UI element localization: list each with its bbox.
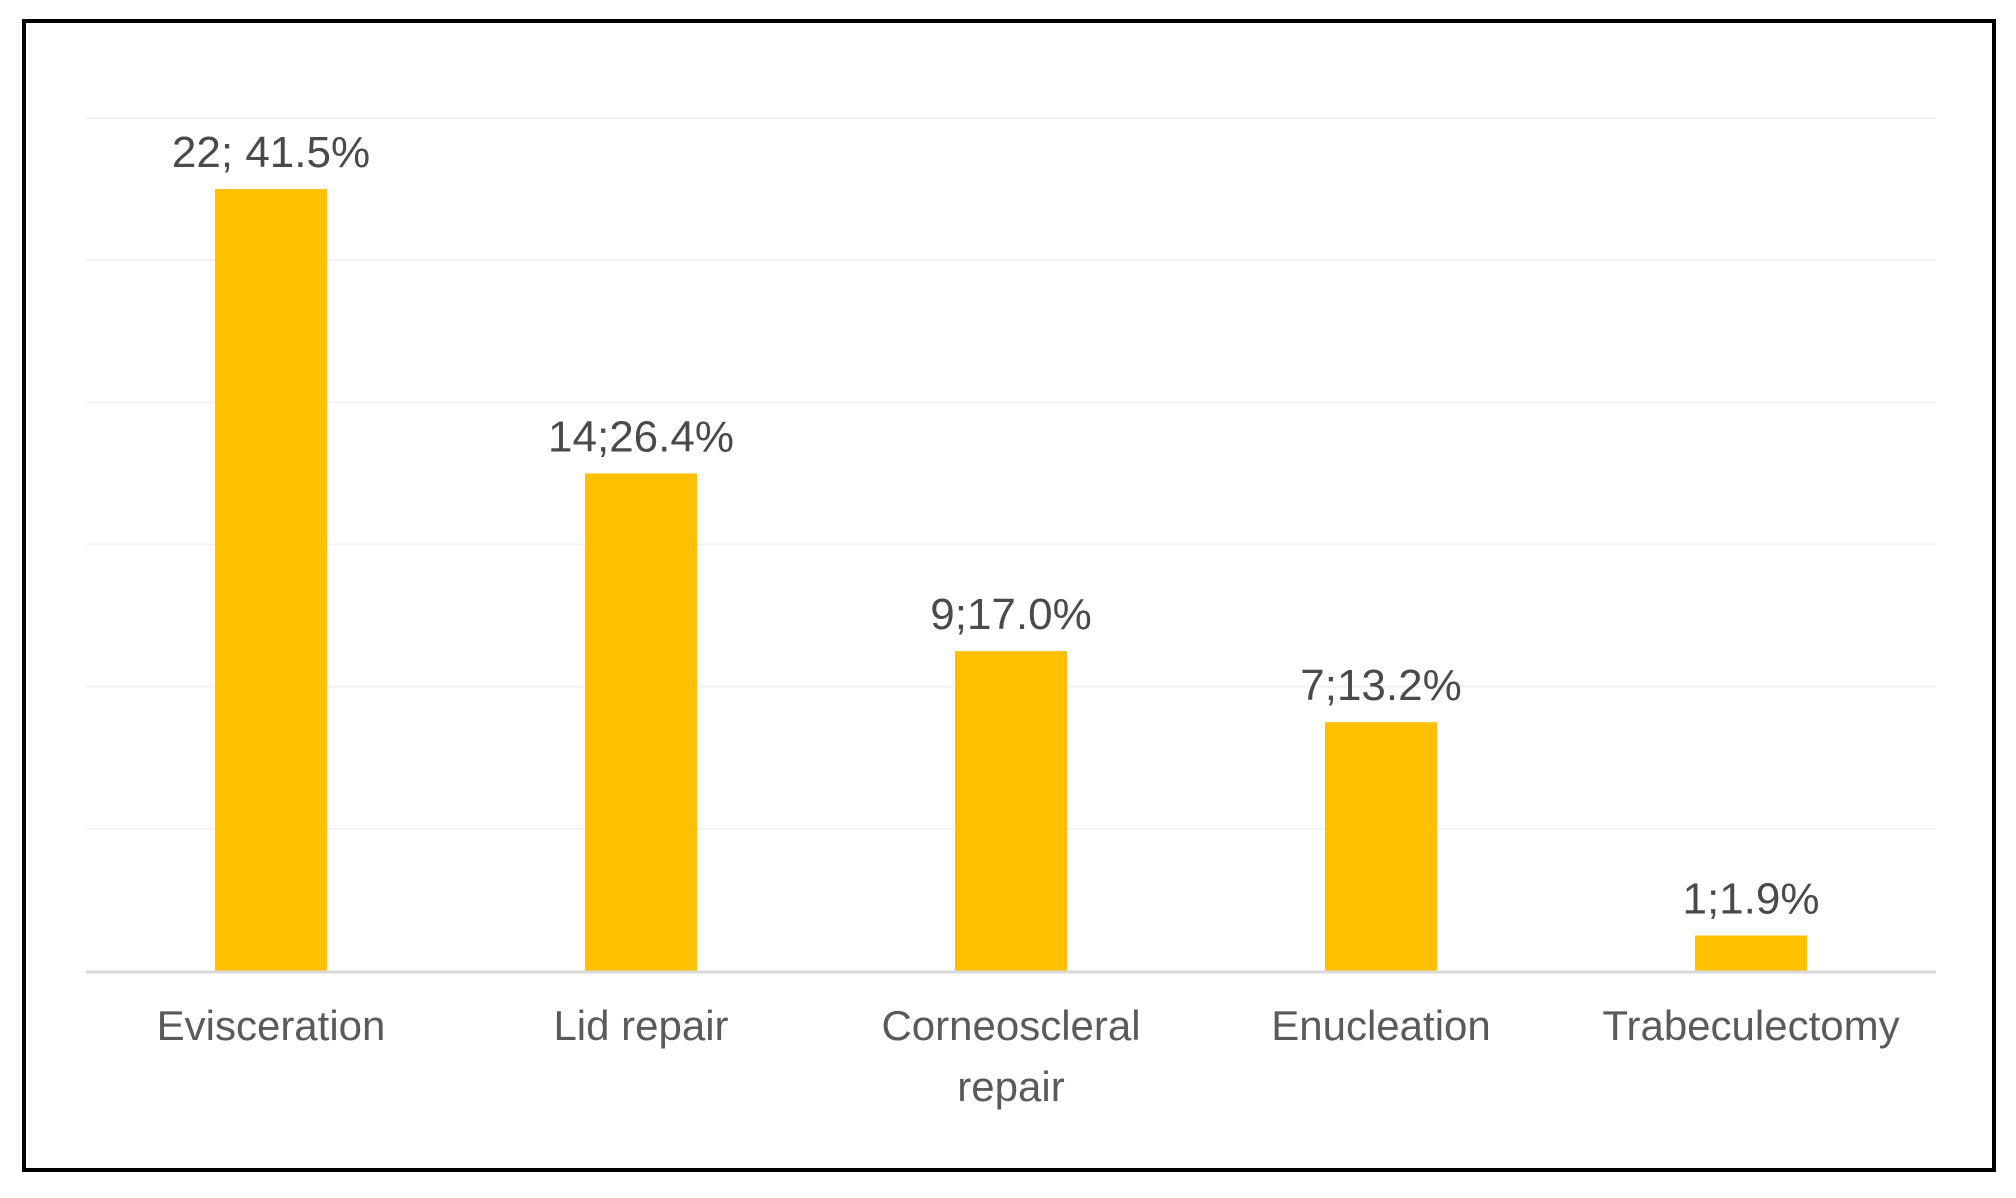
data-label-1: 14;26.4% <box>548 412 734 461</box>
category-label-2: Corneoscleral repair <box>881 1002 1140 1110</box>
data-label-0: 22; 41.5% <box>172 128 370 177</box>
data-label-2: 9;17.0% <box>930 590 1091 639</box>
bar-0 <box>215 189 327 972</box>
category-labels: Evisceration Lid repair Corneoscleral repai… <box>157 1002 1900 1110</box>
gridlines <box>86 117 1936 830</box>
bars <box>215 189 1807 972</box>
data-label-3: 7;13.2% <box>1300 661 1461 710</box>
data-labels: 22; 41.5% 14;26.4% 9;17.0% 7;13.2% 1;1.9% <box>172 128 1820 923</box>
chart-frame: 22; 41.5% 14;26.4% 9;17.0% 7;13.2% 1;1.9% Ev… <box>22 19 1996 1172</box>
category-label-3: Enucleation <box>1271 1002 1491 1049</box>
category-label-4: Trabeculectomy <box>1602 1002 1899 1049</box>
data-label-4: 1;1.9% <box>1683 874 1820 923</box>
category-label-0: Evisceration <box>157 1002 386 1049</box>
bar-2 <box>955 651 1067 971</box>
bar-chart: 22; 41.5% 14;26.4% 9;17.0% 7;13.2% 1;1.9% Ev… <box>86 117 1936 1110</box>
bar-1 <box>585 473 697 971</box>
bar-4 <box>1695 935 1807 971</box>
category-label-1: Lid repair <box>553 1002 728 1049</box>
bar-3 <box>1325 722 1437 971</box>
